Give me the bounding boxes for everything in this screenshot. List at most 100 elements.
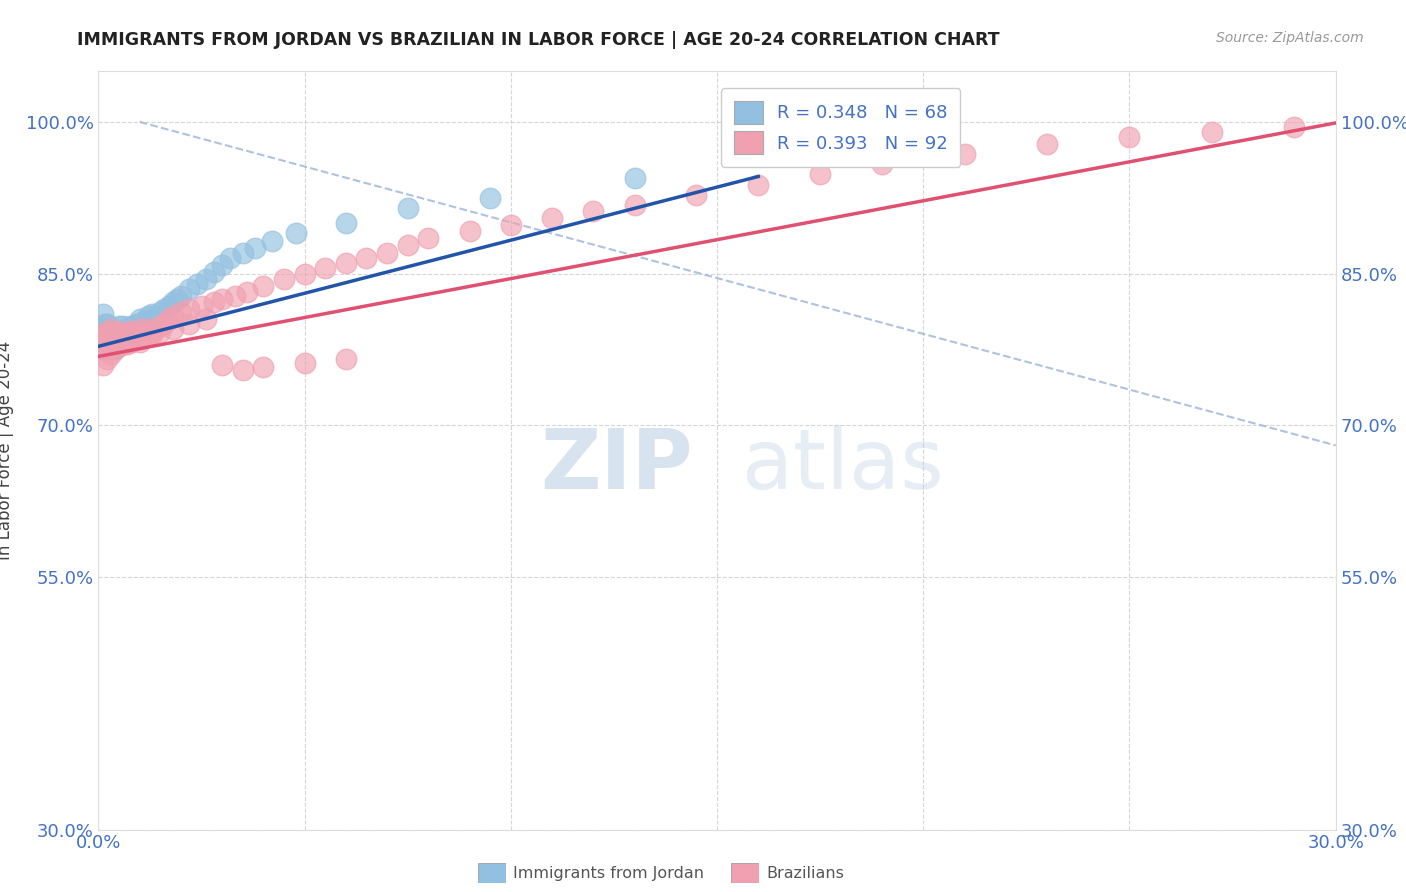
Point: [808, 168, 831, 182]
Point: [104, 327, 127, 342]
Point: [91, 327, 114, 342]
Point: [128, 312, 150, 326]
Point: [128, 317, 150, 331]
Point: [100, 337, 122, 351]
Point: [91, 358, 114, 372]
Text: Immigrants from Jordan: Immigrants from Jordan: [513, 866, 704, 880]
Point: [149, 305, 172, 319]
Point: [953, 147, 976, 161]
Point: [1201, 125, 1223, 139]
Point: [100, 322, 122, 336]
Point: [132, 319, 155, 334]
Point: [232, 362, 254, 376]
Point: [105, 332, 128, 346]
Point: [117, 322, 139, 336]
Point: [375, 246, 398, 260]
Point: [145, 309, 167, 323]
Point: [219, 252, 242, 266]
Text: atlas: atlas: [742, 425, 943, 506]
Point: [128, 329, 150, 343]
Point: [747, 178, 769, 192]
Point: [91, 332, 114, 346]
Point: [91, 322, 114, 336]
Point: [120, 335, 142, 350]
Point: [162, 322, 184, 336]
Point: [112, 337, 135, 351]
Legend: R = 0.348   N = 68, R = 0.393   N = 92: R = 0.348 N = 68, R = 0.393 N = 92: [721, 88, 960, 167]
Point: [211, 259, 233, 273]
Point: [499, 218, 522, 232]
Point: [96, 327, 118, 342]
Point: [96, 332, 118, 346]
Point: [120, 319, 142, 334]
Point: [104, 337, 127, 351]
Point: [117, 337, 139, 351]
Point: [112, 327, 135, 342]
Point: [136, 317, 159, 331]
Point: [104, 337, 127, 351]
Point: [128, 322, 150, 336]
Point: [91, 339, 114, 353]
Point: [202, 264, 225, 278]
Point: [124, 321, 146, 335]
Point: [335, 216, 357, 230]
Point: [623, 170, 645, 185]
Point: [100, 327, 122, 342]
Point: [145, 322, 167, 336]
Point: [260, 234, 283, 248]
Point: [136, 329, 159, 343]
Point: [194, 312, 217, 326]
Point: [166, 292, 188, 306]
Point: [243, 241, 266, 255]
Point: [335, 256, 357, 270]
Point: [112, 319, 135, 334]
Point: [124, 327, 146, 342]
Point: [1118, 130, 1140, 145]
Point: [89, 337, 111, 351]
Point: [96, 339, 118, 353]
Point: [224, 289, 246, 303]
Point: [104, 343, 127, 357]
Point: [335, 352, 357, 367]
Point: [100, 327, 122, 342]
Point: [1284, 120, 1306, 134]
Point: [108, 329, 131, 343]
Point: [124, 317, 146, 331]
Point: [211, 358, 233, 372]
Point: [141, 327, 163, 342]
Point: [117, 332, 139, 346]
Point: [120, 329, 142, 343]
Point: [100, 339, 122, 353]
Point: [582, 203, 605, 218]
Point: [128, 322, 150, 336]
Point: [120, 329, 142, 343]
Point: [91, 307, 114, 321]
Point: [132, 327, 155, 342]
Point: [136, 309, 159, 323]
Point: [285, 226, 308, 240]
Point: [112, 335, 135, 350]
Point: [91, 335, 114, 350]
Point: [96, 343, 118, 357]
Text: IMMIGRANTS FROM JORDAN VS BRAZILIAN IN LABOR FORCE | AGE 20-24 CORRELATION CHART: IMMIGRANTS FROM JORDAN VS BRAZILIAN IN L…: [77, 31, 1000, 49]
Point: [162, 309, 184, 323]
Point: [91, 327, 114, 342]
Point: [100, 322, 122, 336]
Point: [108, 337, 131, 351]
Point: [252, 359, 274, 374]
Point: [252, 278, 274, 293]
Point: [108, 335, 131, 350]
Point: [93, 317, 115, 331]
Point: [153, 317, 176, 331]
Point: [356, 252, 378, 266]
Point: [211, 292, 233, 306]
Point: [149, 325, 172, 339]
Point: [870, 157, 893, 171]
Point: [396, 238, 419, 252]
Point: [179, 301, 201, 316]
Point: [194, 271, 217, 285]
Point: [120, 324, 142, 338]
Point: [314, 261, 336, 276]
Point: [120, 324, 142, 338]
Point: [685, 187, 707, 202]
